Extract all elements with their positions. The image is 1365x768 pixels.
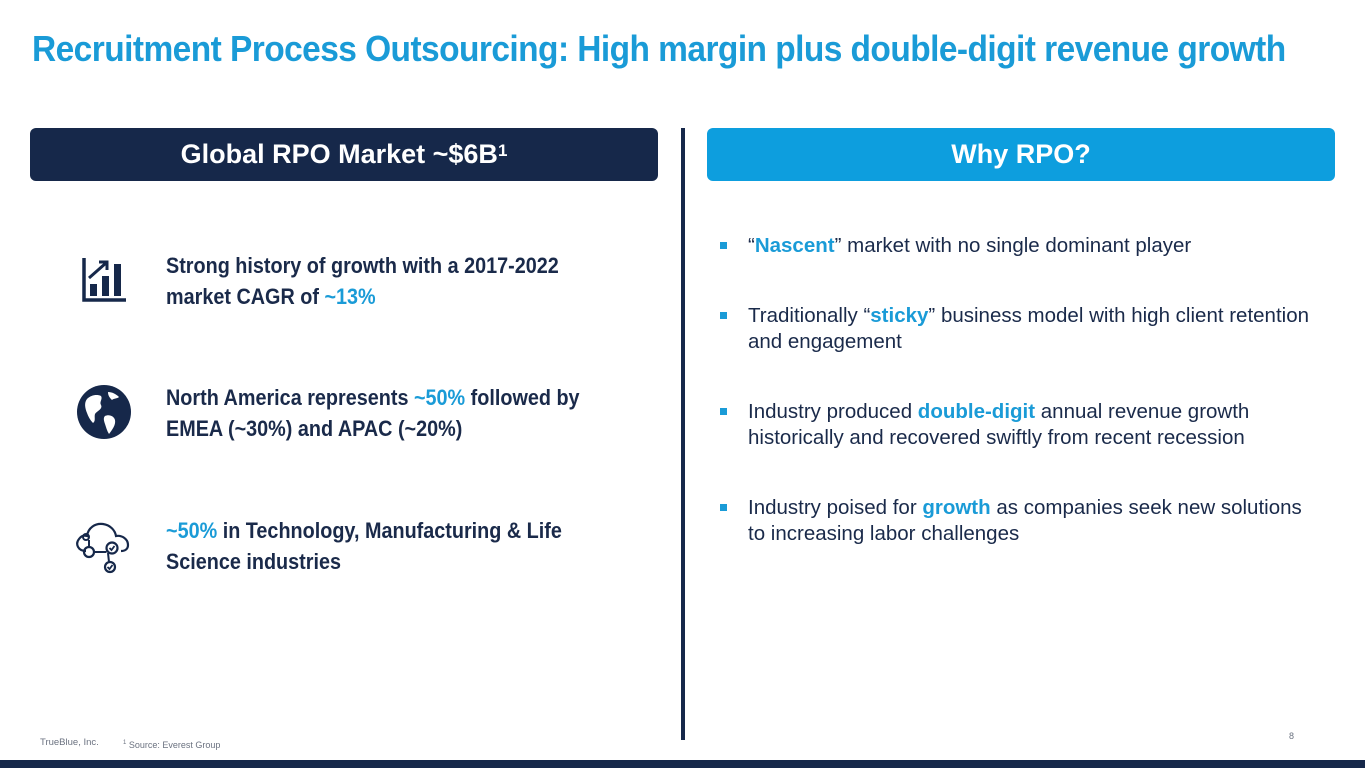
- bullet-pre: Industry poised for: [748, 496, 923, 519]
- vertical-divider: [681, 128, 685, 740]
- fact-growth-pre: Strong history of growth with a 2017-202…: [166, 253, 559, 309]
- bullet-post: as companies seek new solutions to incre…: [748, 496, 1302, 545]
- bullet-item: Traditionally “sticky” business model wi…: [720, 303, 1320, 355]
- footnote-marker: 1: [497, 140, 508, 160]
- bullet-post: ” business model with high client retent…: [748, 304, 1310, 353]
- bullet-accent: double-digit: [917, 400, 1036, 423]
- bullet-pre: Traditionally “: [748, 304, 871, 327]
- why-rpo-header-text: Why RPO?: [951, 139, 1091, 169]
- bullet-accent: growth: [922, 496, 991, 519]
- bullet-accent: Nascent: [754, 234, 835, 257]
- footer-source: 1 Source: Everest Group: [123, 740, 220, 750]
- slide-title: Recruitment Process Outsourcing: High ma…: [32, 28, 1286, 69]
- bullet-item: “Nascent” market with no single dominant…: [720, 233, 1320, 259]
- fact-industries-text: ~50% in Technology, Manufacturing & Life…: [166, 515, 584, 577]
- fact-industries-post: in Technology, Manufacturing & Life Scie…: [166, 518, 562, 574]
- bar-chart-growth-icon: [70, 250, 138, 310]
- bullet-pre: “: [748, 234, 755, 257]
- fact-regions-pre: North America represents: [166, 385, 414, 410]
- globe-icon: [70, 382, 138, 442]
- fact-regions-text: North America represents ~50% followed b…: [166, 382, 584, 444]
- cloud-network-icon: [70, 515, 138, 575]
- fact-industries-accent: ~50%: [166, 518, 218, 543]
- bullet-post: ” market with no single dominant player: [834, 234, 1192, 257]
- fact-growth-accent: ~13%: [324, 284, 376, 309]
- bullet-item: Industry produced double-digit annual re…: [720, 399, 1320, 451]
- bottom-bar: [0, 760, 1365, 768]
- bullet-post: annual revenue growth historically and r…: [748, 400, 1250, 449]
- bullet-pre: Industry produced: [748, 400, 918, 423]
- fact-growth: Strong history of growth with a 2017-202…: [70, 250, 630, 312]
- bullet-accent: sticky: [870, 304, 929, 327]
- page-number: 8: [1289, 731, 1295, 741]
- fact-regions-accent: ~50%: [413, 385, 466, 410]
- footer-source-text: Source: Everest Group: [126, 740, 221, 750]
- fact-growth-text: Strong history of growth with a 2017-202…: [166, 250, 584, 312]
- why-rpo-bullets: “Nascent” market with no single dominant…: [720, 233, 1320, 547]
- bullet-item: Industry poised for growth as companies …: [720, 495, 1320, 547]
- footer-source-marker: 1: [123, 740, 127, 746]
- fact-regions-post: followed by EMEA (~30%) and APAC (~20%): [166, 385, 580, 441]
- global-rpo-market-header-text: Global RPO Market ~$6B: [180, 139, 498, 169]
- footer-company: TrueBlue, Inc.: [40, 737, 99, 748]
- global-rpo-market-header: Global RPO Market ~$6B 1: [30, 128, 658, 181]
- fact-regions: North America represents ~50% followed b…: [70, 382, 630, 444]
- why-rpo-header: Why RPO?: [707, 128, 1335, 181]
- fact-industries: ~50% in Technology, Manufacturing & Life…: [70, 515, 630, 577]
